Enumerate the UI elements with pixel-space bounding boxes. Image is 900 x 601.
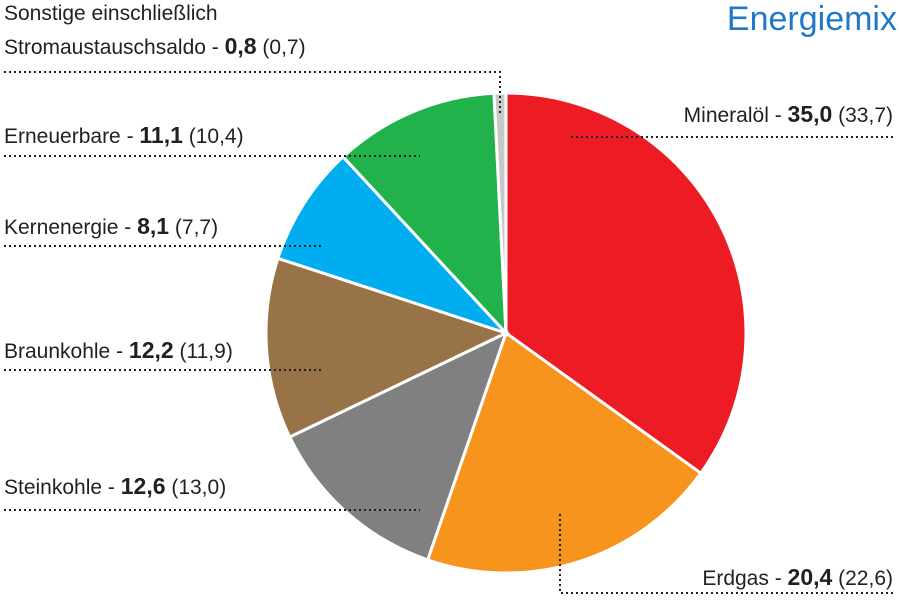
leader-line-erdgas <box>559 513 893 594</box>
slice-label-kernenergie: Kernenergie - 8,1 (7,7) <box>4 213 218 239</box>
slice-previous-value-kernenergie: (7,7) <box>169 216 218 239</box>
pie-slice-steinkohle <box>287 330 509 562</box>
slice-label-sonstige-einschliesslich-stromaustauschsaldo-line-1: Sonstige einschließlich <box>4 2 218 25</box>
slice-previous-value-sonstige-einschliesslich-stromaustauschsaldo: (0,7) <box>257 36 306 59</box>
leader-lines <box>4 71 893 594</box>
pie-slices <box>264 91 748 575</box>
slice-previous-value-braunkohle: (11,9) <box>174 340 233 363</box>
slice-previous-value-mineraloel: (33,7) <box>832 104 893 127</box>
slice-value-erdgas: 20,4 <box>788 564 833 590</box>
slice-value-sonstige-einschliesslich-stromaustauschsaldo: 0,8 <box>225 33 257 59</box>
slice-previous-value-erneuerbare: (10,4) <box>183 125 244 148</box>
leader-line-sonstige-einschliesslich-stromaustauschsaldo <box>4 71 501 116</box>
slice-label-erdgas: Erdgas - 20,4 (22,6) <box>702 564 893 590</box>
slice-previous-value-steinkohle: (13,0) <box>166 476 227 499</box>
slice-label-steinkohle: Steinkohle - 12,6 (13,0) <box>4 473 226 499</box>
slice-label-erneuerbare: Erneuerbare - 11,1 (10,4) <box>4 122 244 148</box>
slice-labels: Mineralöl - 35,0 (33,7) Erdgas - 20,4 (22… <box>4 2 893 590</box>
slice-value-mineraloel: 35,0 <box>788 101 833 127</box>
chart-title: Energiemix <box>727 0 897 38</box>
slice-value-braunkohle: 12,2 <box>129 337 174 363</box>
slice-label-mineraloel: Mineralöl - 35,0 (33,7) <box>684 101 893 127</box>
slice-label-braunkohle: Braunkohle - 12,2 (11,9) <box>4 337 233 363</box>
slice-value-kernenergie: 8,1 <box>137 213 169 239</box>
pie-slice-kernenergie <box>276 154 512 337</box>
pie-slice-braunkohle <box>264 256 511 440</box>
slice-label-sonstige-einschliesslich-stromaustauschsaldo-line-2: Stromaustauschsaldo - 0,8 (0,7) <box>4 33 306 59</box>
pie-slice-mineraloel <box>504 91 748 476</box>
pie-slice-sonstige-einschliesslich-stromaustauschsaldo <box>492 91 508 334</box>
pie-slice-erneuerbare <box>340 91 508 338</box>
slice-value-erneuerbare: 11,1 <box>139 122 183 148</box>
pie-slice-erdgas <box>425 330 703 575</box>
slice-value-steinkohle: 12,6 <box>121 473 166 499</box>
slice-previous-value-erdgas: (22,6) <box>832 567 893 590</box>
